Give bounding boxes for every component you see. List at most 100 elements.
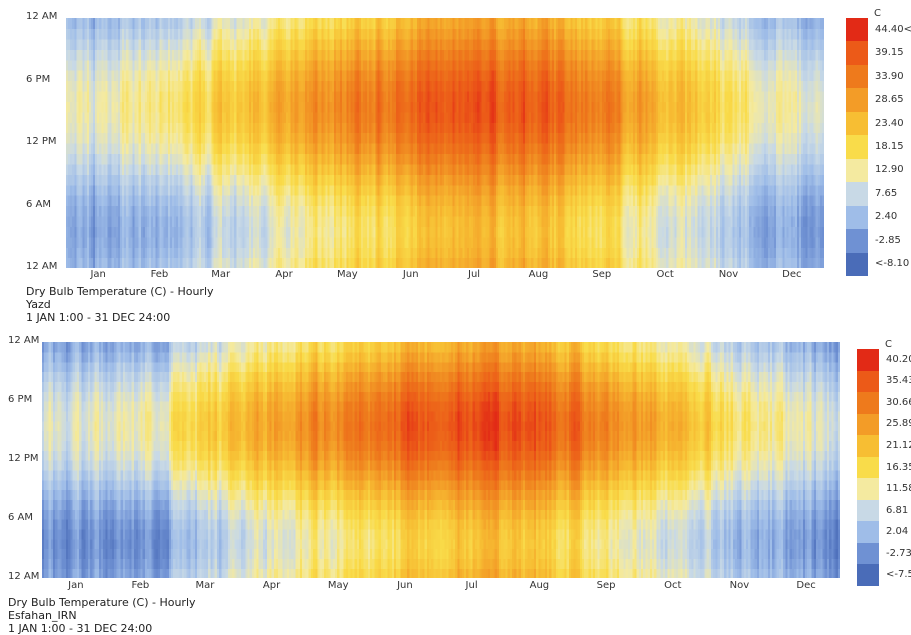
heatmap-cell (207, 174, 210, 186)
heatmap-cell (454, 59, 458, 71)
heatmap-cell (429, 247, 433, 259)
heatmap-cell (126, 28, 129, 40)
heatmap-cell (171, 257, 175, 268)
heatmap-cell (416, 101, 420, 113)
heatmap-cell (144, 236, 148, 248)
heatmap-cell (254, 132, 258, 144)
heatmap-cell (358, 132, 362, 144)
heatmap-cell (209, 122, 212, 134)
heatmap-cell (392, 49, 395, 61)
heatmap-cell (365, 80, 368, 92)
heatmap-cell (203, 90, 206, 102)
heatmap-cell (254, 184, 258, 196)
heatmap-cell (414, 205, 418, 217)
heatmap-cell (182, 153, 185, 165)
heatmap-cell (325, 257, 329, 268)
heatmap-cell (78, 205, 82, 217)
heatmap-cell (167, 195, 171, 207)
heatmap-cell (406, 90, 410, 102)
heatmap-cell (105, 111, 109, 123)
heatmap-cell (433, 247, 437, 259)
heatmap-cell (101, 59, 104, 71)
heatmap-cell (435, 122, 439, 134)
heatmap-cell (261, 80, 264, 92)
heatmap-cell (93, 226, 96, 238)
heatmap-cell (331, 111, 335, 123)
heatmap-cell (217, 18, 221, 30)
heatmap-cell (425, 18, 428, 30)
heatmap-cell (371, 174, 374, 186)
heatmap-cell (348, 247, 352, 259)
heatmap-cell (165, 143, 169, 155)
heatmap-cell (354, 205, 358, 217)
heatmap-cell (365, 205, 368, 217)
heatmap-cell (304, 184, 308, 196)
heatmap-cell (277, 236, 281, 248)
heatmap-cell (169, 70, 173, 82)
heatmap-cell (481, 122, 485, 134)
heatmap-cell (313, 59, 316, 71)
heatmap-cell (144, 70, 148, 82)
heatmap-cell (377, 80, 381, 92)
heatmap-cell (377, 59, 381, 71)
heatmap-cell (138, 215, 142, 227)
heatmap-cell (230, 184, 233, 196)
heatmap-cell (109, 101, 113, 113)
heatmap-cell (406, 143, 410, 155)
heatmap-cell (448, 153, 451, 165)
heatmap-cell (302, 70, 306, 82)
heatmap-cell (443, 205, 447, 217)
heatmap-cell (134, 70, 138, 82)
heatmap-cell (389, 143, 393, 155)
heatmap-cell (412, 153, 416, 165)
heatmap-cell (265, 59, 269, 71)
heatmap-cell (427, 80, 431, 92)
heatmap-cell (489, 59, 493, 71)
heatmap-cell (367, 132, 370, 144)
heatmap-cell (348, 205, 352, 217)
heatmap-cell (153, 143, 156, 155)
heatmap-cell (126, 236, 129, 248)
heatmap-cell (234, 226, 237, 238)
heatmap-cell (485, 143, 489, 155)
heatmap-cell (82, 101, 86, 113)
heatmap-cell (389, 247, 393, 259)
heatmap-cell (402, 174, 406, 186)
heatmap-cell (288, 38, 291, 50)
heatmap-cell (88, 163, 92, 175)
heatmap-cell (315, 28, 318, 40)
heatmap-cell (107, 236, 111, 248)
heatmap-cell (375, 195, 379, 207)
heatmap-cell (221, 59, 225, 71)
heatmap-cell (448, 28, 451, 40)
heatmap-cell (238, 257, 242, 268)
heatmap-cell (117, 195, 121, 207)
heatmap-cell (483, 153, 487, 165)
heatmap-cell (389, 111, 393, 123)
heatmap-cell (184, 143, 188, 155)
heatmap-cell (115, 174, 119, 186)
heatmap-cell (105, 90, 109, 102)
heatmap-cell (340, 153, 343, 165)
heatmap-cell (115, 226, 119, 238)
heatmap-cell (93, 111, 96, 123)
heatmap-cell (327, 101, 331, 113)
heatmap-cell (203, 163, 206, 175)
heatmap-cell (142, 236, 146, 248)
heatmap-cell (136, 70, 140, 82)
heatmap-cell (331, 132, 335, 144)
heatmap-cell (350, 163, 354, 175)
heatmap-cell (313, 143, 316, 155)
heatmap-cell (381, 90, 385, 102)
heatmap-cell (207, 163, 210, 175)
heatmap-cell (479, 80, 482, 92)
heatmap-cell (446, 49, 449, 61)
heatmap-cell (153, 205, 156, 217)
heatmap-cell (146, 163, 150, 175)
heatmap-cell (213, 215, 217, 227)
heatmap-cell (275, 80, 279, 92)
heatmap-cell (163, 70, 167, 82)
heatmap-cell (485, 28, 489, 40)
heatmap-cell (115, 184, 119, 196)
heatmap-cell (462, 122, 466, 134)
